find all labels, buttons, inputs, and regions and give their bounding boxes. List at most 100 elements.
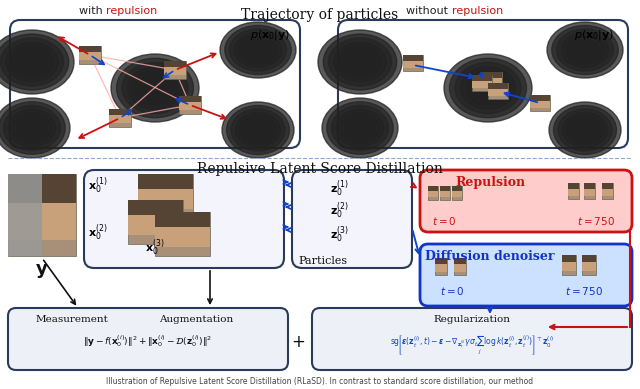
- Bar: [582, 255, 596, 275]
- Text: $\mathbf{z}_0^{(2)}$: $\mathbf{z}_0^{(2)}$: [330, 200, 349, 221]
- Ellipse shape: [444, 54, 532, 122]
- Ellipse shape: [332, 105, 388, 151]
- Bar: [155, 228, 210, 247]
- Bar: [403, 55, 423, 71]
- FancyBboxPatch shape: [338, 20, 628, 148]
- Ellipse shape: [461, 67, 515, 109]
- Ellipse shape: [1, 38, 63, 86]
- Bar: [582, 262, 596, 271]
- Bar: [584, 183, 595, 189]
- Ellipse shape: [11, 46, 53, 78]
- Bar: [562, 262, 576, 271]
- Bar: [138, 174, 193, 189]
- Bar: [472, 81, 492, 88]
- Bar: [403, 55, 423, 61]
- Bar: [428, 186, 438, 200]
- Ellipse shape: [333, 42, 387, 82]
- Bar: [488, 83, 508, 99]
- Ellipse shape: [249, 123, 267, 137]
- Ellipse shape: [0, 98, 70, 158]
- Bar: [454, 258, 466, 264]
- Bar: [568, 189, 579, 196]
- Bar: [602, 189, 613, 196]
- Ellipse shape: [328, 38, 392, 86]
- Ellipse shape: [549, 102, 621, 158]
- Text: Trajectory of particles: Trajectory of particles: [241, 8, 399, 22]
- Bar: [482, 72, 502, 77]
- Ellipse shape: [0, 34, 68, 90]
- Text: $\mathbf{z}_0^{(1)}$: $\mathbf{z}_0^{(1)}$: [330, 178, 349, 199]
- Bar: [435, 258, 447, 264]
- Text: Augmentation: Augmentation: [159, 315, 233, 324]
- Bar: [164, 61, 186, 79]
- Ellipse shape: [244, 119, 271, 140]
- Ellipse shape: [138, 75, 172, 101]
- Ellipse shape: [483, 84, 493, 92]
- Bar: [584, 183, 595, 199]
- Ellipse shape: [18, 117, 46, 139]
- Bar: [79, 52, 101, 60]
- Bar: [128, 200, 183, 244]
- Bar: [472, 75, 492, 91]
- Ellipse shape: [576, 123, 594, 137]
- Bar: [472, 75, 492, 81]
- Ellipse shape: [253, 47, 263, 54]
- Ellipse shape: [3, 105, 61, 151]
- Ellipse shape: [558, 109, 612, 151]
- Bar: [8, 174, 76, 256]
- Bar: [482, 77, 502, 85]
- Ellipse shape: [567, 116, 603, 144]
- Bar: [8, 203, 76, 240]
- FancyBboxPatch shape: [84, 170, 284, 268]
- Ellipse shape: [554, 105, 616, 154]
- Ellipse shape: [572, 119, 598, 140]
- Bar: [440, 191, 450, 197]
- Ellipse shape: [566, 36, 604, 64]
- Bar: [164, 67, 186, 75]
- Ellipse shape: [455, 63, 521, 114]
- Ellipse shape: [472, 75, 504, 101]
- Text: $\mathbf{z}_0^{(3)}$: $\mathbf{z}_0^{(3)}$: [330, 224, 349, 245]
- Ellipse shape: [571, 40, 599, 61]
- Bar: [155, 212, 210, 256]
- Ellipse shape: [580, 47, 589, 54]
- Ellipse shape: [234, 33, 282, 68]
- Text: $\|\mathbf{y}-f(\mathbf{x}_0^{(i)})\|^2 + \|\mathbf{x}_0^{(i)}-\mathcal{D}(\math: $\|\mathbf{y}-f(\mathbf{x}_0^{(i)})\|^2 …: [83, 333, 212, 349]
- Bar: [79, 46, 101, 64]
- Text: $+$: $+$: [291, 333, 305, 351]
- Bar: [568, 183, 579, 189]
- Text: $\mathbf{y}$: $\mathbf{y}$: [35, 262, 49, 280]
- Ellipse shape: [244, 40, 272, 61]
- Bar: [403, 61, 423, 68]
- Text: Measurement: Measurement: [36, 315, 108, 324]
- Bar: [138, 174, 193, 218]
- Text: $\mathbf{x}_0^{(1)}$: $\mathbf{x}_0^{(1)}$: [88, 175, 108, 196]
- FancyBboxPatch shape: [10, 20, 300, 148]
- Ellipse shape: [253, 126, 262, 133]
- Bar: [582, 255, 596, 262]
- Bar: [109, 109, 131, 115]
- Ellipse shape: [225, 26, 291, 75]
- Ellipse shape: [349, 54, 371, 70]
- Text: Repulsive Latent Score Distillation: Repulsive Latent Score Distillation: [197, 162, 443, 176]
- Bar: [530, 101, 550, 108]
- Ellipse shape: [0, 30, 74, 94]
- Ellipse shape: [327, 102, 393, 154]
- Bar: [128, 216, 183, 235]
- Bar: [428, 186, 438, 191]
- Ellipse shape: [580, 126, 589, 133]
- Text: without: without: [406, 6, 452, 16]
- Ellipse shape: [220, 22, 296, 78]
- Ellipse shape: [561, 33, 609, 68]
- Text: Repulsion: Repulsion: [455, 176, 525, 189]
- Bar: [530, 95, 550, 111]
- Bar: [454, 258, 466, 275]
- Ellipse shape: [27, 58, 37, 66]
- Ellipse shape: [22, 54, 42, 70]
- Bar: [435, 264, 447, 272]
- FancyBboxPatch shape: [8, 308, 288, 370]
- Ellipse shape: [477, 79, 499, 96]
- Ellipse shape: [351, 121, 369, 135]
- Text: with: with: [79, 6, 106, 16]
- Bar: [488, 89, 508, 96]
